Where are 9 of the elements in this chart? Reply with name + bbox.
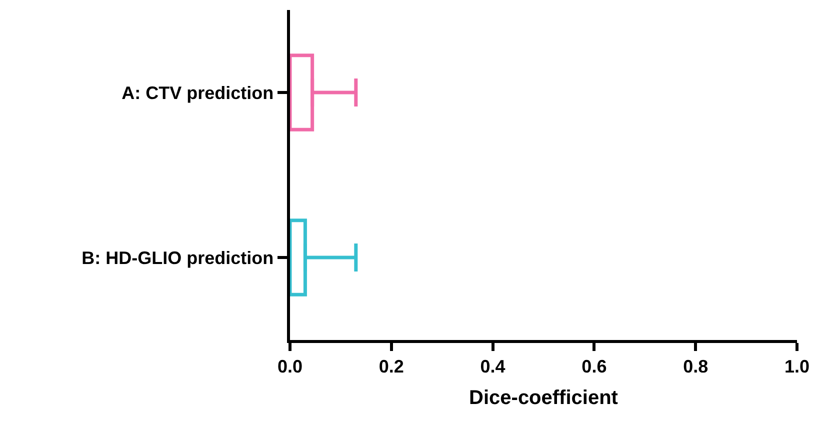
x-tick-label: 0.6	[582, 356, 607, 376]
x-tick-label: 0.0	[277, 356, 303, 376]
x-axis-title: Dice-coefficient	[469, 386, 618, 409]
x-tick-label: 0.2	[378, 356, 404, 376]
x-tick-label: 1.0	[784, 356, 810, 376]
x-tick-label: 0.4	[480, 356, 506, 376]
y-tick-label: A: CTV prediction	[122, 82, 274, 103]
x-tick-label: 0.8	[683, 356, 708, 376]
y-tick-label: B: HD-GLIO prediction	[82, 248, 274, 268]
